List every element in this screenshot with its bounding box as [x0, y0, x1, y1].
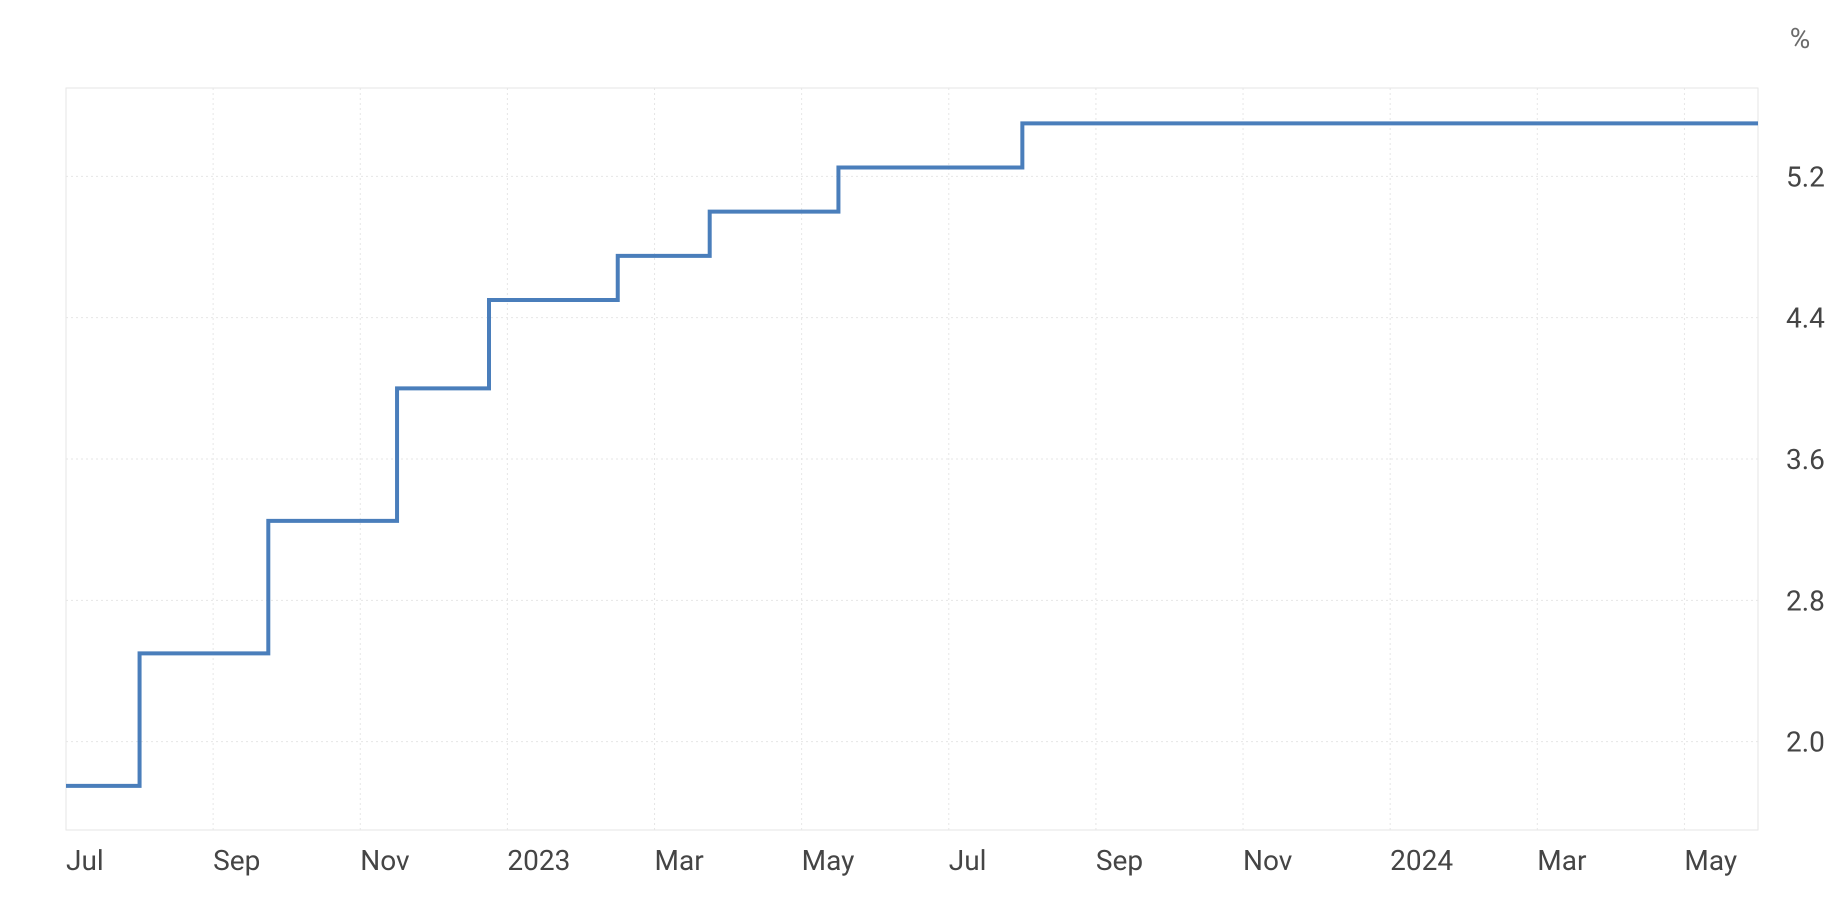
- x-tick-label: May: [1684, 844, 1737, 877]
- x-tick-label: 2024: [1390, 844, 1453, 877]
- chart-background: [0, 0, 1842, 900]
- x-tick-label: May: [802, 844, 855, 877]
- x-tick-label: Jul: [949, 844, 987, 877]
- rate-step-chart: Jul Sep Nov 2023 Mar May Jul Sep Nov 2024 Mar May 2.…: [0, 0, 1842, 900]
- x-tick-label: Sep: [213, 844, 260, 877]
- x-tick-label: Mar: [1537, 844, 1587, 877]
- x-tick-label: Sep: [1096, 844, 1143, 877]
- x-tick-label: Jul: [66, 844, 104, 877]
- x-tick-label: Nov: [360, 844, 410, 877]
- x-tick-label: 2023: [507, 844, 570, 877]
- x-tick-label: Nov: [1243, 844, 1293, 877]
- y-tick-label: 2.0: [1786, 726, 1825, 759]
- x-tick-label: Mar: [655, 844, 705, 877]
- unit-label: %: [1790, 22, 1811, 55]
- y-tick-label: 3.6: [1786, 443, 1825, 476]
- y-tick-label: 4.4: [1786, 302, 1825, 335]
- y-tick-label: 2.8: [1786, 584, 1825, 617]
- y-tick-label: 5.2: [1786, 160, 1825, 193]
